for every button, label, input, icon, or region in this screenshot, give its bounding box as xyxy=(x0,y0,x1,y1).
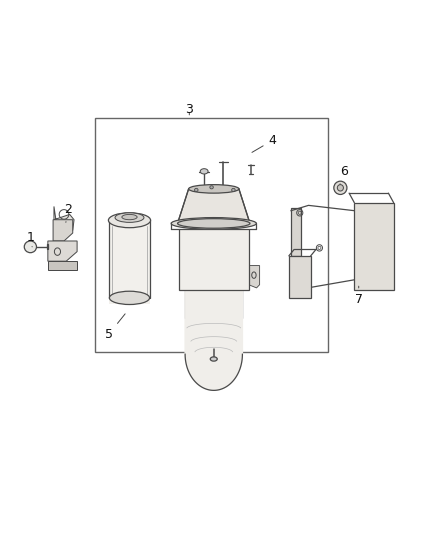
Bar xyxy=(110,220,150,304)
Text: 3: 3 xyxy=(185,103,193,116)
Polygon shape xyxy=(177,189,250,223)
Polygon shape xyxy=(291,208,300,256)
Polygon shape xyxy=(53,220,73,241)
Bar xyxy=(95,118,328,352)
Polygon shape xyxy=(185,285,242,390)
Text: 6: 6 xyxy=(340,165,348,184)
Ellipse shape xyxy=(24,241,36,253)
Ellipse shape xyxy=(171,217,256,229)
Ellipse shape xyxy=(232,188,235,191)
Ellipse shape xyxy=(334,181,347,195)
Polygon shape xyxy=(48,241,77,261)
Ellipse shape xyxy=(337,184,343,191)
Text: 4: 4 xyxy=(252,134,276,152)
Polygon shape xyxy=(48,261,77,270)
Ellipse shape xyxy=(122,214,137,220)
Ellipse shape xyxy=(194,188,198,191)
Bar xyxy=(289,256,311,298)
Bar xyxy=(354,203,394,290)
Polygon shape xyxy=(249,265,260,288)
Bar xyxy=(179,229,249,290)
Ellipse shape xyxy=(115,213,144,222)
Text: 7: 7 xyxy=(355,286,363,306)
Ellipse shape xyxy=(200,168,208,174)
Text: 1: 1 xyxy=(26,231,34,247)
Ellipse shape xyxy=(110,291,150,304)
Ellipse shape xyxy=(189,184,239,193)
Ellipse shape xyxy=(210,185,213,189)
Ellipse shape xyxy=(210,357,217,361)
Ellipse shape xyxy=(109,213,151,228)
Text: 5: 5 xyxy=(105,314,125,341)
Text: 2: 2 xyxy=(64,203,72,222)
Polygon shape xyxy=(54,206,74,230)
Ellipse shape xyxy=(177,219,250,228)
